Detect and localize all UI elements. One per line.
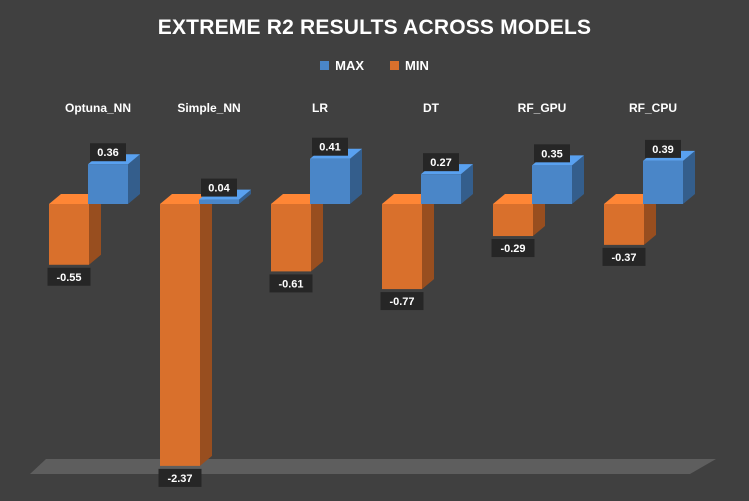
min-bar-side: [422, 194, 434, 290]
legend-label-min: MIN: [405, 58, 429, 73]
category-label: Optuna_NN: [65, 101, 131, 115]
category-label: LR: [312, 101, 328, 115]
min-data-label-bg: [491, 239, 535, 258]
chart-floor: [30, 459, 716, 474]
max-data-label: 0.36: [90, 143, 126, 162]
max-data-label-bg: [90, 143, 126, 162]
legend-label-max: MAX: [335, 58, 365, 73]
min-data-label-text: -0.37: [611, 252, 636, 264]
max-bar: [643, 150, 695, 204]
max-data-label-bg: [312, 137, 348, 156]
min-data-label-bg: [602, 247, 646, 266]
max-data-label: 0.35: [534, 144, 570, 163]
legend-item-min: MIN: [390, 58, 429, 73]
max-data-label-bg: [201, 178, 237, 197]
max-bar-front: [88, 164, 128, 204]
max-data-label-text: 0.39: [652, 144, 673, 156]
max-bar-front: [310, 158, 350, 204]
max-bar-side: [239, 189, 251, 204]
max-bar: [310, 148, 362, 204]
max-bar: [532, 155, 584, 204]
max-data-label-text: 0.27: [430, 157, 451, 169]
min-bar-front: [493, 204, 533, 237]
legend-item-max: MAX: [320, 58, 364, 73]
min-bar: [604, 194, 656, 245]
min-bar: [160, 194, 212, 466]
min-data-label-bg: [158, 468, 202, 487]
min-bar: [49, 194, 101, 265]
min-data-label: -0.61: [269, 274, 313, 293]
min-data-label: -0.77: [380, 292, 424, 311]
min-bar-front: [271, 204, 311, 272]
min-bar-front: [382, 204, 422, 290]
min-bar-front: [160, 204, 200, 466]
category-label: RF_CPU: [629, 101, 677, 115]
max-bar-front: [421, 174, 461, 204]
min-data-label-text: -0.61: [278, 278, 303, 290]
max-data-label: 0.04: [201, 178, 237, 197]
category-label: RF_GPU: [518, 101, 567, 115]
min-bar-side: [311, 194, 323, 272]
min-data-label-bg: [380, 292, 424, 311]
min-bar-side: [533, 194, 545, 237]
min-data-label: -0.37: [602, 247, 646, 266]
max-bar: [421, 164, 473, 204]
category-label: DT: [423, 101, 440, 115]
min-bar-side: [200, 194, 212, 466]
max-bar-side: [572, 155, 584, 204]
min-data-label-text: -0.29: [500, 243, 525, 255]
max-data-label: 0.39: [645, 139, 681, 158]
max-data-label: 0.41: [312, 137, 348, 156]
max-data-label-bg: [534, 144, 570, 163]
min-bar-side: [89, 194, 101, 265]
max-bar-side: [683, 150, 695, 204]
max-bar: [88, 154, 140, 204]
max-data-label-bg: [423, 153, 459, 172]
min-bar: [382, 194, 434, 290]
max-data-label-text: 0.35: [541, 148, 562, 160]
max-data-label: 0.27: [423, 153, 459, 172]
max-bar-side: [461, 164, 473, 204]
max-data-label-text: 0.36: [97, 147, 118, 159]
max-data-label-bg: [645, 139, 681, 158]
min-data-label-text: -0.55: [56, 272, 81, 284]
chart-title: EXTREME R2 RESULTS ACROSS MODELS: [157, 16, 592, 39]
min-data-label: -0.29: [491, 239, 535, 258]
max-bar-front: [199, 199, 239, 204]
min-bar-front: [604, 204, 644, 245]
min-data-label-bg: [47, 267, 91, 286]
max-bar-front: [532, 165, 572, 204]
min-bar-front: [49, 204, 89, 265]
min-bar: [271, 194, 323, 272]
category-label: Simple_NN: [177, 101, 240, 115]
max-data-label-text: 0.04: [208, 183, 230, 195]
legend: MAX MIN: [0, 58, 749, 73]
min-data-label: -0.55: [47, 267, 91, 286]
max-bar-side: [350, 148, 362, 204]
min-data-label-bg: [269, 274, 313, 293]
min-bar-side: [644, 194, 656, 245]
min-data-label-text: -2.37: [167, 473, 192, 485]
max-bar-front: [643, 160, 683, 204]
min-data-label-text: -0.77: [389, 296, 414, 308]
legend-swatch-max: [320, 61, 330, 70]
max-data-label-text: 0.41: [319, 142, 340, 154]
max-bar-side: [128, 154, 140, 204]
min-data-label: -2.37: [158, 468, 202, 487]
legend-swatch-min: [390, 61, 400, 70]
